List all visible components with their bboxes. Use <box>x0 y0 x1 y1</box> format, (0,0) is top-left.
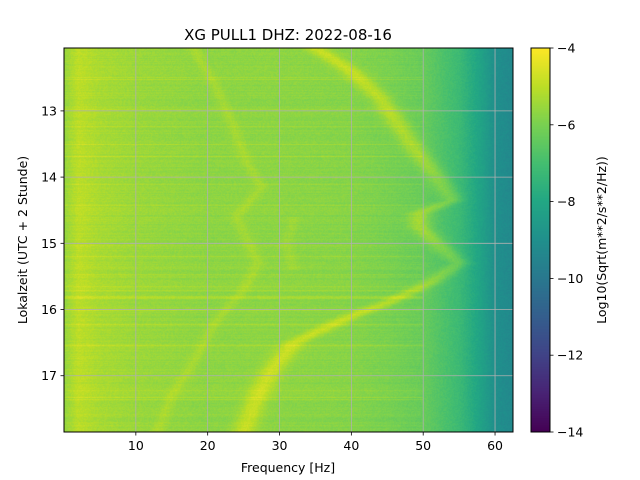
y-tick-label: 14 <box>41 170 57 185</box>
chart-title: XG PULL1 DHZ: 2022-08-16 <box>184 26 392 44</box>
x-tick-label: 40 <box>343 438 359 453</box>
grid-lines <box>64 48 513 432</box>
colorbar-tick-label: −14 <box>557 425 583 440</box>
x-tick-label: 60 <box>487 438 503 453</box>
y-axis-ticks: 13 14 15 16 17 <box>41 103 64 383</box>
x-tick-label: 10 <box>128 438 144 453</box>
x-tick-label: 30 <box>272 438 288 453</box>
colorbar-gradient <box>531 48 550 432</box>
x-tick-label: 20 <box>200 438 216 453</box>
x-tick-label: 50 <box>415 438 431 453</box>
colorbar-tick-label: −8 <box>557 194 575 209</box>
spectrogram-heatmap <box>64 48 513 432</box>
y-axis-label: Lokalzeit (UTC + 2 Stunde) <box>15 156 30 324</box>
colorbar-frame <box>530 47 551 433</box>
plot-area: 10 20 30 40 50 60 13 14 15 16 17 <box>41 47 514 453</box>
colorbar: −4 −6 −8 −10 −12 −14 <box>530 41 583 440</box>
y-tick-label: 13 <box>41 103 57 118</box>
colorbar-label: Log10(Sqrt(m**2/s**2/Hz)) <box>594 156 609 324</box>
x-axis-ticks: 10 20 30 40 50 60 <box>128 432 503 453</box>
y-tick-label: 17 <box>41 368 57 383</box>
plot-frame <box>63 47 514 433</box>
colorbar-tick-label: −6 <box>557 117 575 132</box>
colorbar-ticks: −4 −6 −8 −10 −12 −14 <box>550 41 583 440</box>
y-tick-label: 16 <box>41 302 57 317</box>
colorbar-tick-label: −10 <box>557 271 583 286</box>
colorbar-tick-label: −4 <box>557 41 575 56</box>
colorbar-tick-label: −12 <box>557 348 583 363</box>
y-tick-label: 15 <box>41 236 57 251</box>
x-axis-label: Frequency [Hz] <box>241 460 335 475</box>
